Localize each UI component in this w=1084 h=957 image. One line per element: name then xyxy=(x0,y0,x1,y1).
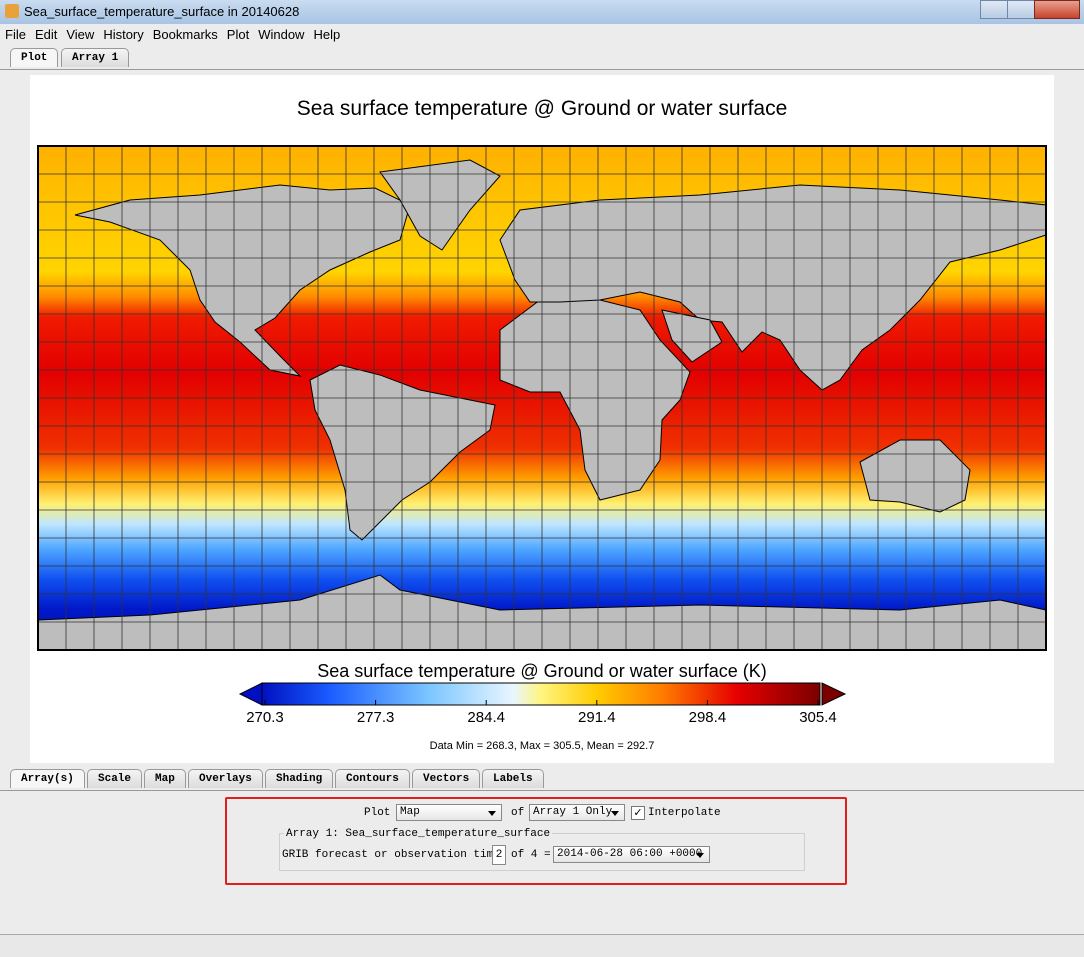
colorbar-tick-label: 305.4 xyxy=(799,709,837,726)
interpolate-label: Interpolate xyxy=(648,807,721,819)
of-label: of xyxy=(511,807,525,819)
array-select[interactable]: Array 1 Only xyxy=(529,804,625,821)
map-frame xyxy=(37,145,1047,651)
menu-item[interactable]: History xyxy=(103,27,144,42)
africa xyxy=(499,299,691,501)
status-bar xyxy=(0,934,1084,957)
south-america xyxy=(309,364,496,541)
menu-bar: File Edit View History Bookmarks Plot Wi… xyxy=(0,24,1084,45)
colorbar-over-arrow xyxy=(821,682,847,706)
tab[interactable]: Array 1 xyxy=(61,48,130,67)
menu-item[interactable]: Bookmarks xyxy=(152,27,218,42)
colorbar-under-arrow xyxy=(238,682,263,706)
highlight-box xyxy=(225,797,847,885)
colorbar-ticks: 270.3 277.3 284.4 291.4 298.4 305.4 xyxy=(246,700,837,726)
colorbar-tick-label: 284.4 xyxy=(467,709,505,726)
of-count: of 4 = xyxy=(511,849,551,861)
plot-title: Sea surface temperature @ Ground or wate… xyxy=(296,97,788,120)
menu-item[interactable]: File xyxy=(5,27,26,42)
tab[interactable]: Plot xyxy=(10,48,59,67)
plot-type-select[interactable]: Map xyxy=(396,804,502,821)
time-label: GRIB forecast or observation time: xyxy=(282,849,507,861)
north-america xyxy=(74,184,411,377)
menu-item[interactable]: Edit xyxy=(34,27,58,42)
settings-tab[interactable]: Vectors xyxy=(412,769,481,788)
settings-tab[interactable]: Shading xyxy=(265,769,334,788)
interpolate-checkbox[interactable]: ✓ xyxy=(631,806,645,820)
colorbar xyxy=(261,682,821,706)
settings-tab[interactable]: Scale xyxy=(87,769,143,788)
colorbar-tick-label: 298.4 xyxy=(689,709,727,726)
colorbar-tick-label: 291.4 xyxy=(578,709,616,726)
colorbar-title: Sea surface temperature @ Ground or wate… xyxy=(317,661,767,681)
colorbar-tick-label: 277.3 xyxy=(357,709,395,726)
time-select[interactable]: 2014-06-28 06:00 +0000 xyxy=(553,846,710,863)
plot-label: Plot xyxy=(364,807,391,819)
app-icon xyxy=(5,4,19,18)
settings-tab[interactable]: Labels xyxy=(482,769,544,788)
arabia xyxy=(661,309,723,363)
settings-tab[interactable]: Map xyxy=(144,769,186,788)
group-title: Array 1: Sea_surface_temperature_surface xyxy=(284,828,553,840)
menu-item[interactable]: Help xyxy=(313,27,341,42)
tab-strip: Plot Array 1 xyxy=(0,48,1084,70)
australia xyxy=(859,439,971,513)
settings-tab[interactable]: Array(s) xyxy=(10,769,85,788)
menu-item[interactable]: Plot xyxy=(226,27,250,42)
settings-tab[interactable]: Overlays xyxy=(188,769,263,788)
graticule xyxy=(38,146,1046,650)
settings-tab[interactable]: Contours xyxy=(335,769,410,788)
time-index-field[interactable]: 2 xyxy=(492,845,506,865)
menu-item[interactable]: Window xyxy=(258,27,305,42)
eurasia xyxy=(499,184,1047,391)
data-stats: Data Min = 268.3, Max = 305.5, Mean = 29… xyxy=(429,740,655,752)
settings-tab-strip: Array(s) Scale Map Overlays Shading Contours V… xyxy=(0,766,1084,791)
title-bar: Sea_surface_temperature_surface in 20140… xyxy=(0,0,1084,24)
colorbar-tick-label: 270.3 xyxy=(246,709,284,726)
close-button[interactable] xyxy=(1034,0,1080,19)
menu-item[interactable]: View xyxy=(66,27,95,42)
window-title: Sea_surface_temperature_surface in 20140… xyxy=(24,4,300,19)
